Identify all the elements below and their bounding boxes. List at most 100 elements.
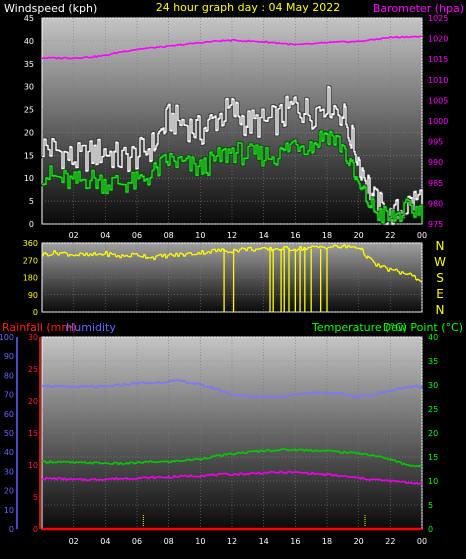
humidity-tick-20: 20 [4,487,14,496]
dewpoint-line [42,470,423,485]
wind-direction-line [41,244,423,283]
x-tick-top-12: 12 [227,231,237,240]
wind-tick-20: 20 [24,128,34,137]
rain-tick-5: 5 [33,493,38,502]
baro-tick-985: 985 [428,179,443,188]
temperature-line [42,448,423,468]
dir-tick-90: 90 [28,291,38,300]
humidity-tick-90: 90 [4,352,14,361]
baro-tick-1000: 1000 [428,117,448,126]
humidity-tick-10: 10 [4,506,14,515]
temp-tick-25: 25 [428,405,438,414]
x-tick-bottom-20: 20 [354,537,364,546]
x-tick-bottom-22: 22 [385,537,395,546]
x-tick-bottom-04: 04 [100,537,110,546]
baro-tick-975: 975 [428,220,443,229]
temp-tick-15: 15 [428,453,438,462]
wind-tick-15: 15 [24,151,34,160]
wind-tick-0: 0 [29,220,34,229]
humidity-line [41,379,423,399]
x-tick-bottom-00: 00 [417,537,427,546]
x-tick-bottom-08: 08 [164,537,174,546]
wind-tick-45: 45 [24,14,34,23]
temp-tick-10: 10 [428,477,438,486]
baro-tick-990: 990 [428,158,443,167]
x-tick-top-20: 20 [354,231,364,240]
rain-tick-10: 10 [28,461,38,470]
x-tick-bottom-12: 12 [227,537,237,546]
x-tick-bottom-16: 16 [290,537,300,546]
compass-w: W [434,255,446,269]
baro-tick-1005: 1005 [428,96,448,105]
rain-tick-20: 20 [28,397,38,406]
rain-tick-30: 30 [28,333,38,342]
wind-tick-25: 25 [24,106,34,115]
temp-tick-30: 30 [428,381,438,390]
baro-tick-1020: 1020 [428,35,448,44]
humidity-tick-30: 30 [4,467,14,476]
x-tick-top-10: 10 [195,231,205,240]
wind-tick-40: 40 [24,37,34,46]
wind-tick-5: 5 [29,197,34,206]
temp-tick-0: 0 [428,525,433,534]
series-lines [41,35,424,531]
baro-tick-1025: 1025 [428,14,448,23]
dir-tick-0: 0 [33,308,38,317]
x-tick-top-04: 04 [100,231,110,240]
x-tick-bottom-06: 06 [132,537,142,546]
temp-tick-40: 40 [428,333,438,342]
baro-tick-1010: 1010 [428,76,448,85]
baro-tick-1015: 1015 [428,55,448,64]
x-tick-bottom-10: 10 [195,537,205,546]
rain-tick-0: 0 [33,525,38,534]
x-tick-top-22: 22 [385,231,395,240]
x-tick-top-00: 00 [417,231,427,240]
compass-n-top: N [436,239,445,253]
axis-labels: 0202040406060808101012121414161618182020… [0,14,448,546]
dewpoint-axis-title: Dew Point (°C) [383,321,463,334]
x-tick-top-08: 08 [164,231,174,240]
baro-tick-995: 995 [428,138,443,147]
x-tick-top-16: 16 [290,231,300,240]
humidity-tick-70: 70 [4,391,14,400]
chart-title: 24 hour graph day : 04 May 2022 [156,1,341,14]
dir-tick-270: 270 [23,256,38,265]
humidity-tick-50: 50 [4,429,14,438]
wind-tick-30: 30 [24,83,34,92]
wind-gust-line [42,85,423,225]
dir-tick-180: 180 [23,274,38,283]
x-tick-top-14: 14 [259,231,269,240]
dir-tick-360: 360 [23,239,38,248]
x-tick-top-06: 06 [132,231,142,240]
x-tick-top-02: 02 [69,231,79,240]
x-tick-bottom-18: 18 [322,537,332,546]
humidity-tick-100: 100 [0,333,14,342]
x-tick-bottom-02: 02 [69,537,79,546]
temp-tick-5: 5 [428,501,433,510]
temp-tick-35: 35 [428,357,438,366]
temp-tick-20: 20 [428,429,438,438]
compass-n-bottom: N [436,303,445,317]
baro-axis-title: Barometer (hpa) [373,2,464,15]
temperature-axis-title: Temperature (°C) [311,321,407,334]
rain-axis-title: Rainfall (mm) [2,321,76,334]
x-tick-top-18: 18 [322,231,332,240]
wind-tick-35: 35 [24,60,34,69]
rain-tick-15: 15 [28,429,38,438]
x-tick-bottom-14: 14 [259,537,269,546]
compass-e: E [436,287,444,301]
wind-average-line [42,130,423,224]
baro-tick-980: 980 [428,199,443,208]
humidity-tick-60: 60 [4,410,14,419]
wind-axis-title: Windspeed (kph) [4,2,97,15]
rain-tick-25: 25 [28,365,38,374]
humidity-axis-title: Humidity [66,321,116,334]
humidity-tick-40: 40 [4,448,14,457]
wind-tick-10: 10 [24,174,34,183]
humidity-tick-0: 0 [9,525,14,534]
compass-s: S [436,271,444,285]
barometer-line [42,35,423,60]
humidity-tick-80: 80 [4,371,14,380]
